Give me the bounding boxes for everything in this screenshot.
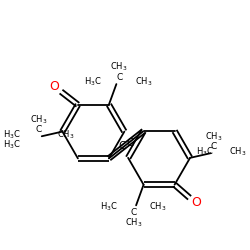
Text: H$_3$C: H$_3$C — [100, 201, 117, 213]
Text: CH$_3$: CH$_3$ — [124, 217, 142, 230]
Text: O: O — [50, 80, 59, 94]
Text: H$_3$C: H$_3$C — [3, 128, 21, 141]
Text: H$_3$C: H$_3$C — [84, 76, 101, 88]
Text: CH$_3$: CH$_3$ — [205, 130, 222, 142]
Text: H$_3$C: H$_3$C — [196, 145, 214, 158]
Text: O: O — [191, 196, 201, 209]
Text: CH$_3$: CH$_3$ — [230, 145, 247, 158]
Text: CH$_3$: CH$_3$ — [57, 128, 74, 141]
Text: C: C — [118, 141, 126, 151]
Text: H$_3$C: H$_3$C — [3, 138, 21, 151]
Text: CH$_3$: CH$_3$ — [135, 76, 153, 88]
Text: C: C — [210, 142, 217, 151]
Text: CH$_3$: CH$_3$ — [149, 201, 167, 213]
Text: C: C — [36, 125, 42, 134]
Text: C: C — [116, 73, 122, 82]
Text: C: C — [127, 138, 134, 148]
Text: C: C — [130, 208, 136, 217]
Text: CH$_3$: CH$_3$ — [30, 113, 48, 126]
Text: CH$_3$: CH$_3$ — [110, 61, 128, 74]
